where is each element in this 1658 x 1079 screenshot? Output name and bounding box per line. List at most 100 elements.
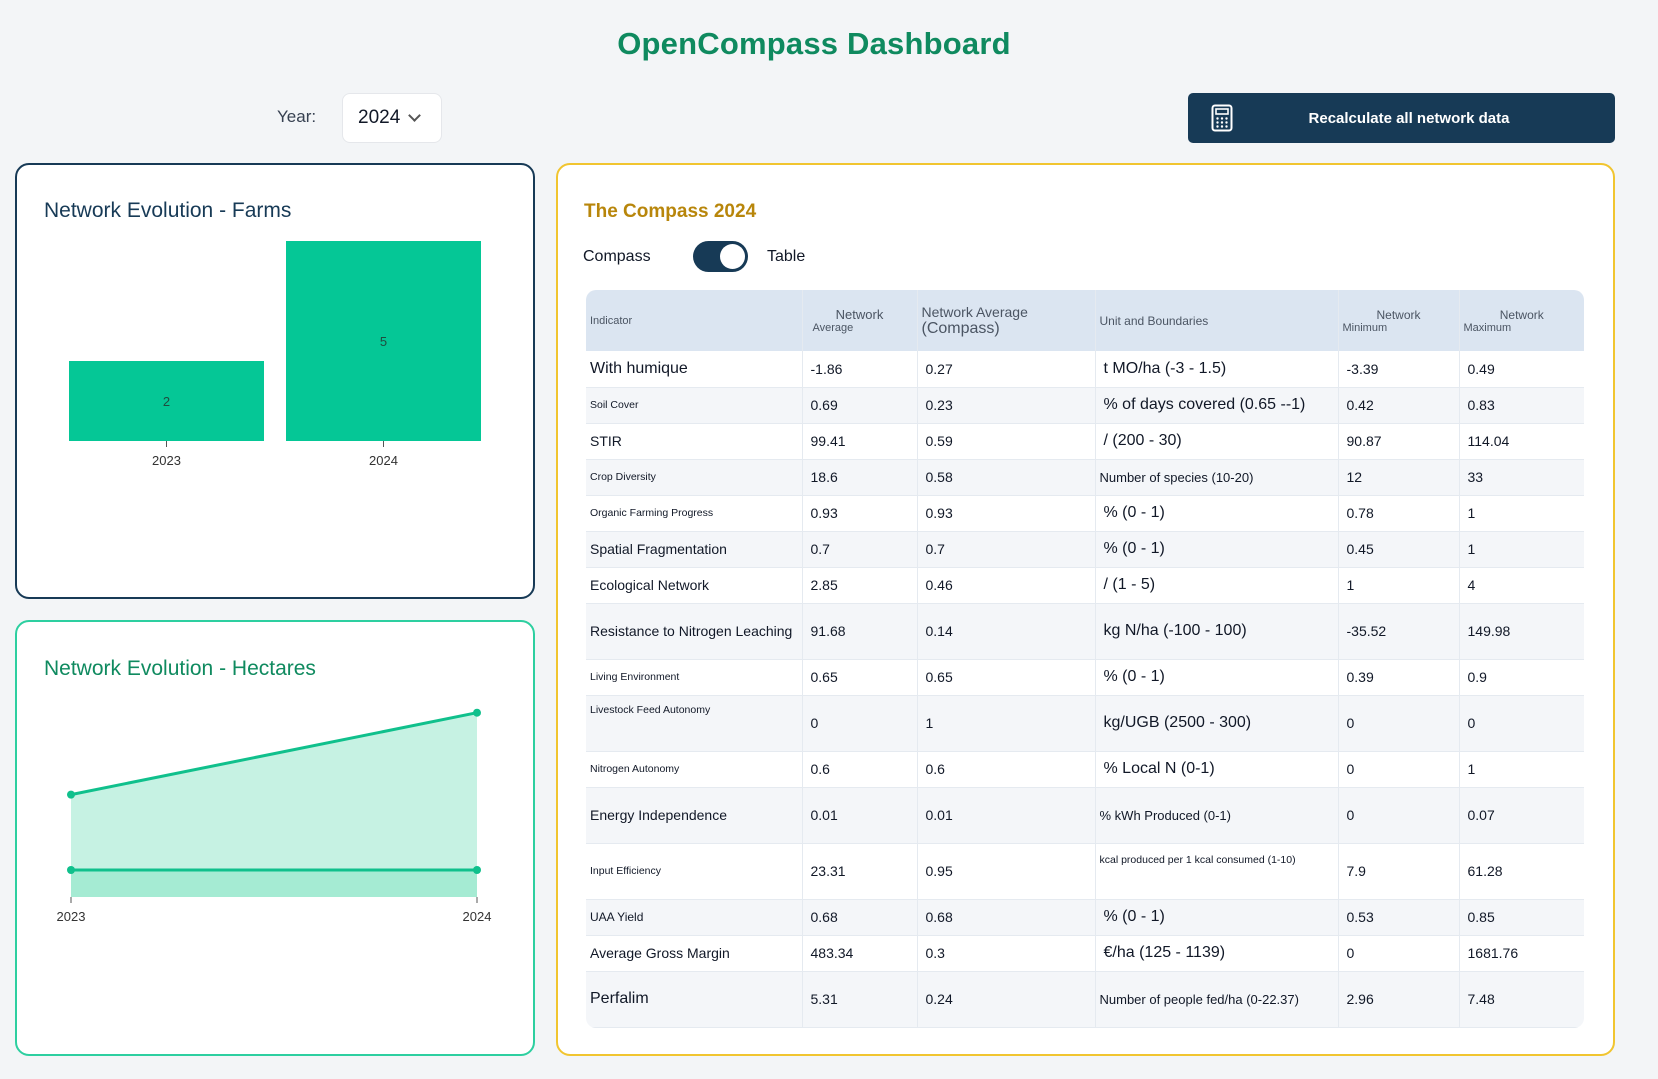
table-row[interactable]: UAA Yield 0.68 0.68% (0 - 1) 0.53 0.85 bbox=[586, 899, 1584, 936]
table-row[interactable]: Spatial Fragmentation 0.7 0.7% (0 - 1) 0.45… bbox=[586, 531, 1584, 568]
cell-indicator: Ecological Network bbox=[586, 567, 803, 604]
cell-network-minimum: 0 bbox=[1338, 695, 1460, 752]
toggle-label-table: Table bbox=[767, 247, 806, 265]
table-row[interactable]: Input Efficiency 23.31 0.95 kcal produced p… bbox=[586, 843, 1584, 900]
cell-indicator: Organic Farming Progress bbox=[586, 495, 803, 532]
cell-network-minimum: -35.52 bbox=[1338, 603, 1460, 660]
col-compass-line1: Network Average bbox=[921, 303, 1028, 320]
table-row[interactable]: Ecological Network 2.85 0.46/ (1 - 5) 1 4 bbox=[586, 567, 1584, 604]
hectares-chart-card: Network Evolution - Hectares 2023 2024 bbox=[15, 620, 535, 1056]
cell-network-minimum: 0.78 bbox=[1338, 495, 1460, 532]
page-title: OpenCompass Dashboard bbox=[617, 26, 1011, 61]
area-fill-lower bbox=[71, 870, 477, 897]
cell-network-average: -1.86 bbox=[802, 351, 918, 388]
cell-network-maximum: 33 bbox=[1459, 459, 1584, 496]
table-row[interactable]: Nitrogen Autonomy 0.6 0.6% Local N (0-1) 0 1 bbox=[586, 751, 1584, 788]
cell-indicator: Resistance to Nitrogen Leaching bbox=[586, 603, 803, 660]
cell-network-minimum: 0.45 bbox=[1338, 531, 1460, 568]
cell-network-maximum: 0.9 bbox=[1459, 659, 1584, 696]
table-row[interactable]: STIR 99.41 0.59/ (200 - 30) 90.87 114.04 bbox=[586, 423, 1584, 460]
cell-network-average-compass: 0.59 bbox=[917, 423, 1096, 460]
bar bbox=[69, 361, 264, 441]
cell-unit-boundaries: % (0 - 1) bbox=[1095, 659, 1339, 696]
cell-network-average-compass: 0.23 bbox=[917, 387, 1096, 424]
cell-indicator: Soil Cover bbox=[586, 387, 803, 424]
cell-network-average-compass: 0.65 bbox=[917, 659, 1096, 696]
cell-network-average: 23.31 bbox=[802, 843, 918, 900]
cell-unit-boundaries: / (1 - 5) bbox=[1095, 567, 1339, 604]
col-network-minimum[interactable]: Network Minimum bbox=[1338, 290, 1460, 351]
cell-unit-boundaries: kg/UGB (2500 - 300) bbox=[1095, 695, 1339, 752]
cell-network-average-compass: 0.95 bbox=[917, 843, 1096, 900]
col-unit-boundaries[interactable]: Unit and Boundaries bbox=[1095, 290, 1339, 351]
cell-network-maximum: 4 bbox=[1459, 567, 1584, 604]
cell-indicator: Crop Diversity bbox=[586, 459, 803, 496]
cell-network-average-compass: 0.3 bbox=[917, 935, 1096, 972]
farms-chart-title: Network Evolution - Farms bbox=[44, 199, 292, 222]
recalculate-button[interactable]: Recalculate all network data bbox=[1188, 93, 1615, 143]
cell-unit-boundaries: % Local N (0-1) bbox=[1095, 751, 1339, 788]
cell-network-minimum: 90.87 bbox=[1338, 423, 1460, 460]
year-value: 2024 bbox=[358, 107, 401, 128]
cell-unit-boundaries: / (200 - 30) bbox=[1095, 423, 1339, 460]
col-indicator[interactable]: Indicator bbox=[586, 290, 803, 351]
table-row[interactable]: Average Gross Margin 483.34 0.3 €/ha (125 -… bbox=[586, 935, 1584, 972]
farms-bar-chart: 2 2023 5 2024 bbox=[69, 241, 481, 468]
col-max-line2: Maximum bbox=[1463, 321, 1512, 334]
table-row[interactable]: Perfalim 5.31 0.24 Number of people fed/ha … bbox=[586, 971, 1584, 1028]
cell-unit-boundaries: t MO/ha (-3 - 1.5) bbox=[1095, 351, 1339, 388]
col-network-average-line2: Average bbox=[812, 322, 854, 334]
cell-indicator: Perfalim bbox=[586, 971, 803, 1028]
cell-network-maximum: 7.48 bbox=[1459, 971, 1584, 1028]
cell-network-maximum: 1 bbox=[1459, 531, 1584, 568]
cell-network-minimum: 1 bbox=[1338, 567, 1460, 604]
hectares-chart-title: Network Evolution - Hectares bbox=[44, 657, 316, 680]
compass-table-wrapper: Indicator Network Average Network Averag… bbox=[586, 290, 1584, 1028]
cell-network-maximum: 114.04 bbox=[1459, 423, 1584, 460]
cell-network-average-compass: 1 bbox=[917, 695, 1096, 752]
cell-unit-boundaries: % of days covered (0.65 --1) bbox=[1095, 387, 1339, 424]
data-point bbox=[473, 708, 481, 717]
cell-network-average: 0.01 bbox=[802, 787, 918, 844]
year-select[interactable]: 2024 bbox=[342, 93, 442, 143]
x-tick-label: 2023 bbox=[152, 453, 181, 468]
col-network-average-line1: Network bbox=[835, 307, 884, 322]
col-max-line1: Network bbox=[1499, 307, 1544, 322]
series-line-upper bbox=[70, 711, 478, 797]
cell-network-average: 0.69 bbox=[802, 387, 918, 424]
cell-unit-boundaries: kg N/ha (-100 - 100) bbox=[1095, 603, 1339, 660]
cell-network-maximum: 1 bbox=[1459, 495, 1584, 532]
cell-network-average-compass: 0.58 bbox=[917, 459, 1096, 496]
cell-network-minimum: 7.9 bbox=[1338, 843, 1460, 900]
compass-table-switch[interactable] bbox=[693, 241, 748, 272]
col-network-average-compass[interactable]: Network Average (Compass) bbox=[917, 290, 1096, 351]
table-row[interactable]: Resistance to Nitrogen Leaching 91.68 0.14… bbox=[586, 603, 1584, 660]
calculator-icon bbox=[1211, 104, 1233, 132]
cell-network-maximum: 0.83 bbox=[1459, 387, 1584, 424]
view-toggle-row: Compass Table bbox=[583, 241, 805, 272]
table-row[interactable]: Crop Diversity 18.6 0.58 Number of species … bbox=[586, 459, 1584, 496]
cell-network-average: 5.31 bbox=[802, 971, 918, 1028]
col-min-line2: Minimum bbox=[1342, 321, 1388, 334]
area-fill-upper bbox=[71, 712, 477, 897]
table-row[interactable]: Soil Cover 0.69 0.23% of days covered (0.6… bbox=[586, 387, 1584, 424]
compass-table: Indicator Network Average Network Averag… bbox=[586, 290, 1584, 1028]
col-network-average[interactable]: Network Average bbox=[802, 290, 918, 351]
cell-unit-boundaries: Number of people fed/ha (0-22.37) bbox=[1095, 971, 1339, 1028]
cell-network-average: 0.6 bbox=[802, 751, 918, 788]
cell-unit-boundaries: % kWh Produced (0-1) bbox=[1095, 787, 1339, 844]
cell-network-maximum: 0.07 bbox=[1459, 787, 1584, 844]
col-compass-line2: (Compass) bbox=[921, 319, 1000, 337]
cell-unit-boundaries: % (0 - 1) bbox=[1095, 899, 1339, 936]
cell-network-average-compass: 0.93 bbox=[917, 495, 1096, 532]
cell-network-minimum: 12 bbox=[1338, 459, 1460, 496]
cell-network-maximum: 0 bbox=[1459, 695, 1584, 752]
table-row[interactable]: Energy Independence 0.01 0.01% kWh Produce… bbox=[586, 787, 1584, 844]
table-row[interactable]: Livestock Feed Autonomy 0 1 kg/UGB (2500 - … bbox=[586, 695, 1584, 752]
table-row[interactable]: Living Environment 0.65 0.65% (0 - 1) 0.39 0… bbox=[586, 659, 1584, 696]
col-network-maximum[interactable]: Network Maximum bbox=[1459, 290, 1584, 351]
cell-network-average-compass: 0.6 bbox=[917, 751, 1096, 788]
table-row[interactable]: Organic Farming Progress 0.93 0.93% (0 - 1… bbox=[586, 495, 1584, 532]
cell-network-average-compass: 0.68 bbox=[917, 899, 1096, 936]
table-row[interactable]: With humique -1.86 0.27 t MO/ha (-3 - 1.5) -… bbox=[586, 351, 1584, 388]
